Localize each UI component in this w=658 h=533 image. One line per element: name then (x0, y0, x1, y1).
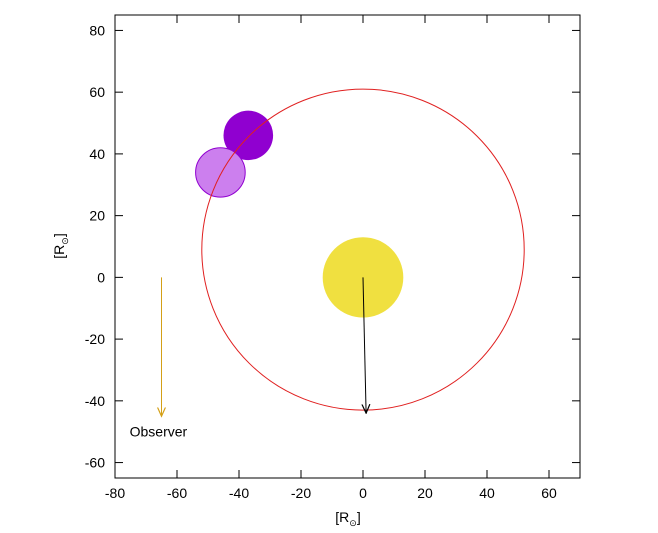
x-tick-label: 20 (417, 485, 433, 501)
y-tick-label: -20 (85, 331, 105, 347)
plot-frame (114, 14, 581, 479)
y-tick-label: -60 (85, 455, 105, 471)
y-tick-label: 40 (89, 146, 105, 162)
y-tick-label: 60 (89, 84, 105, 100)
y-axis-label: [R⊙] (51, 233, 70, 258)
x-tick-label: 60 (541, 485, 557, 501)
observer-label: Observer (130, 423, 188, 439)
x-tick-label: -60 (167, 485, 187, 501)
x-tick-label: -40 (229, 485, 249, 501)
x-tick-label: -80 (105, 485, 125, 501)
x-tick-label: -20 (291, 485, 311, 501)
annotation-layer: Observer (130, 423, 188, 439)
body-2 (195, 147, 246, 198)
arrow-0 (363, 277, 366, 413)
y-tick-label: 80 (89, 22, 105, 38)
x-tick-label: 0 (359, 485, 367, 501)
y-tick-label: 20 (89, 208, 105, 224)
x-axis-label: [R⊙] (335, 509, 360, 528)
bodies-layer (195, 110, 404, 318)
axis-frame (114, 14, 581, 479)
y-tick-label: -40 (85, 393, 105, 409)
body-1 (223, 110, 274, 161)
x-tick-label: 40 (479, 485, 495, 501)
arrow-layer (162, 277, 367, 416)
y-tick-label: 0 (97, 269, 105, 285)
